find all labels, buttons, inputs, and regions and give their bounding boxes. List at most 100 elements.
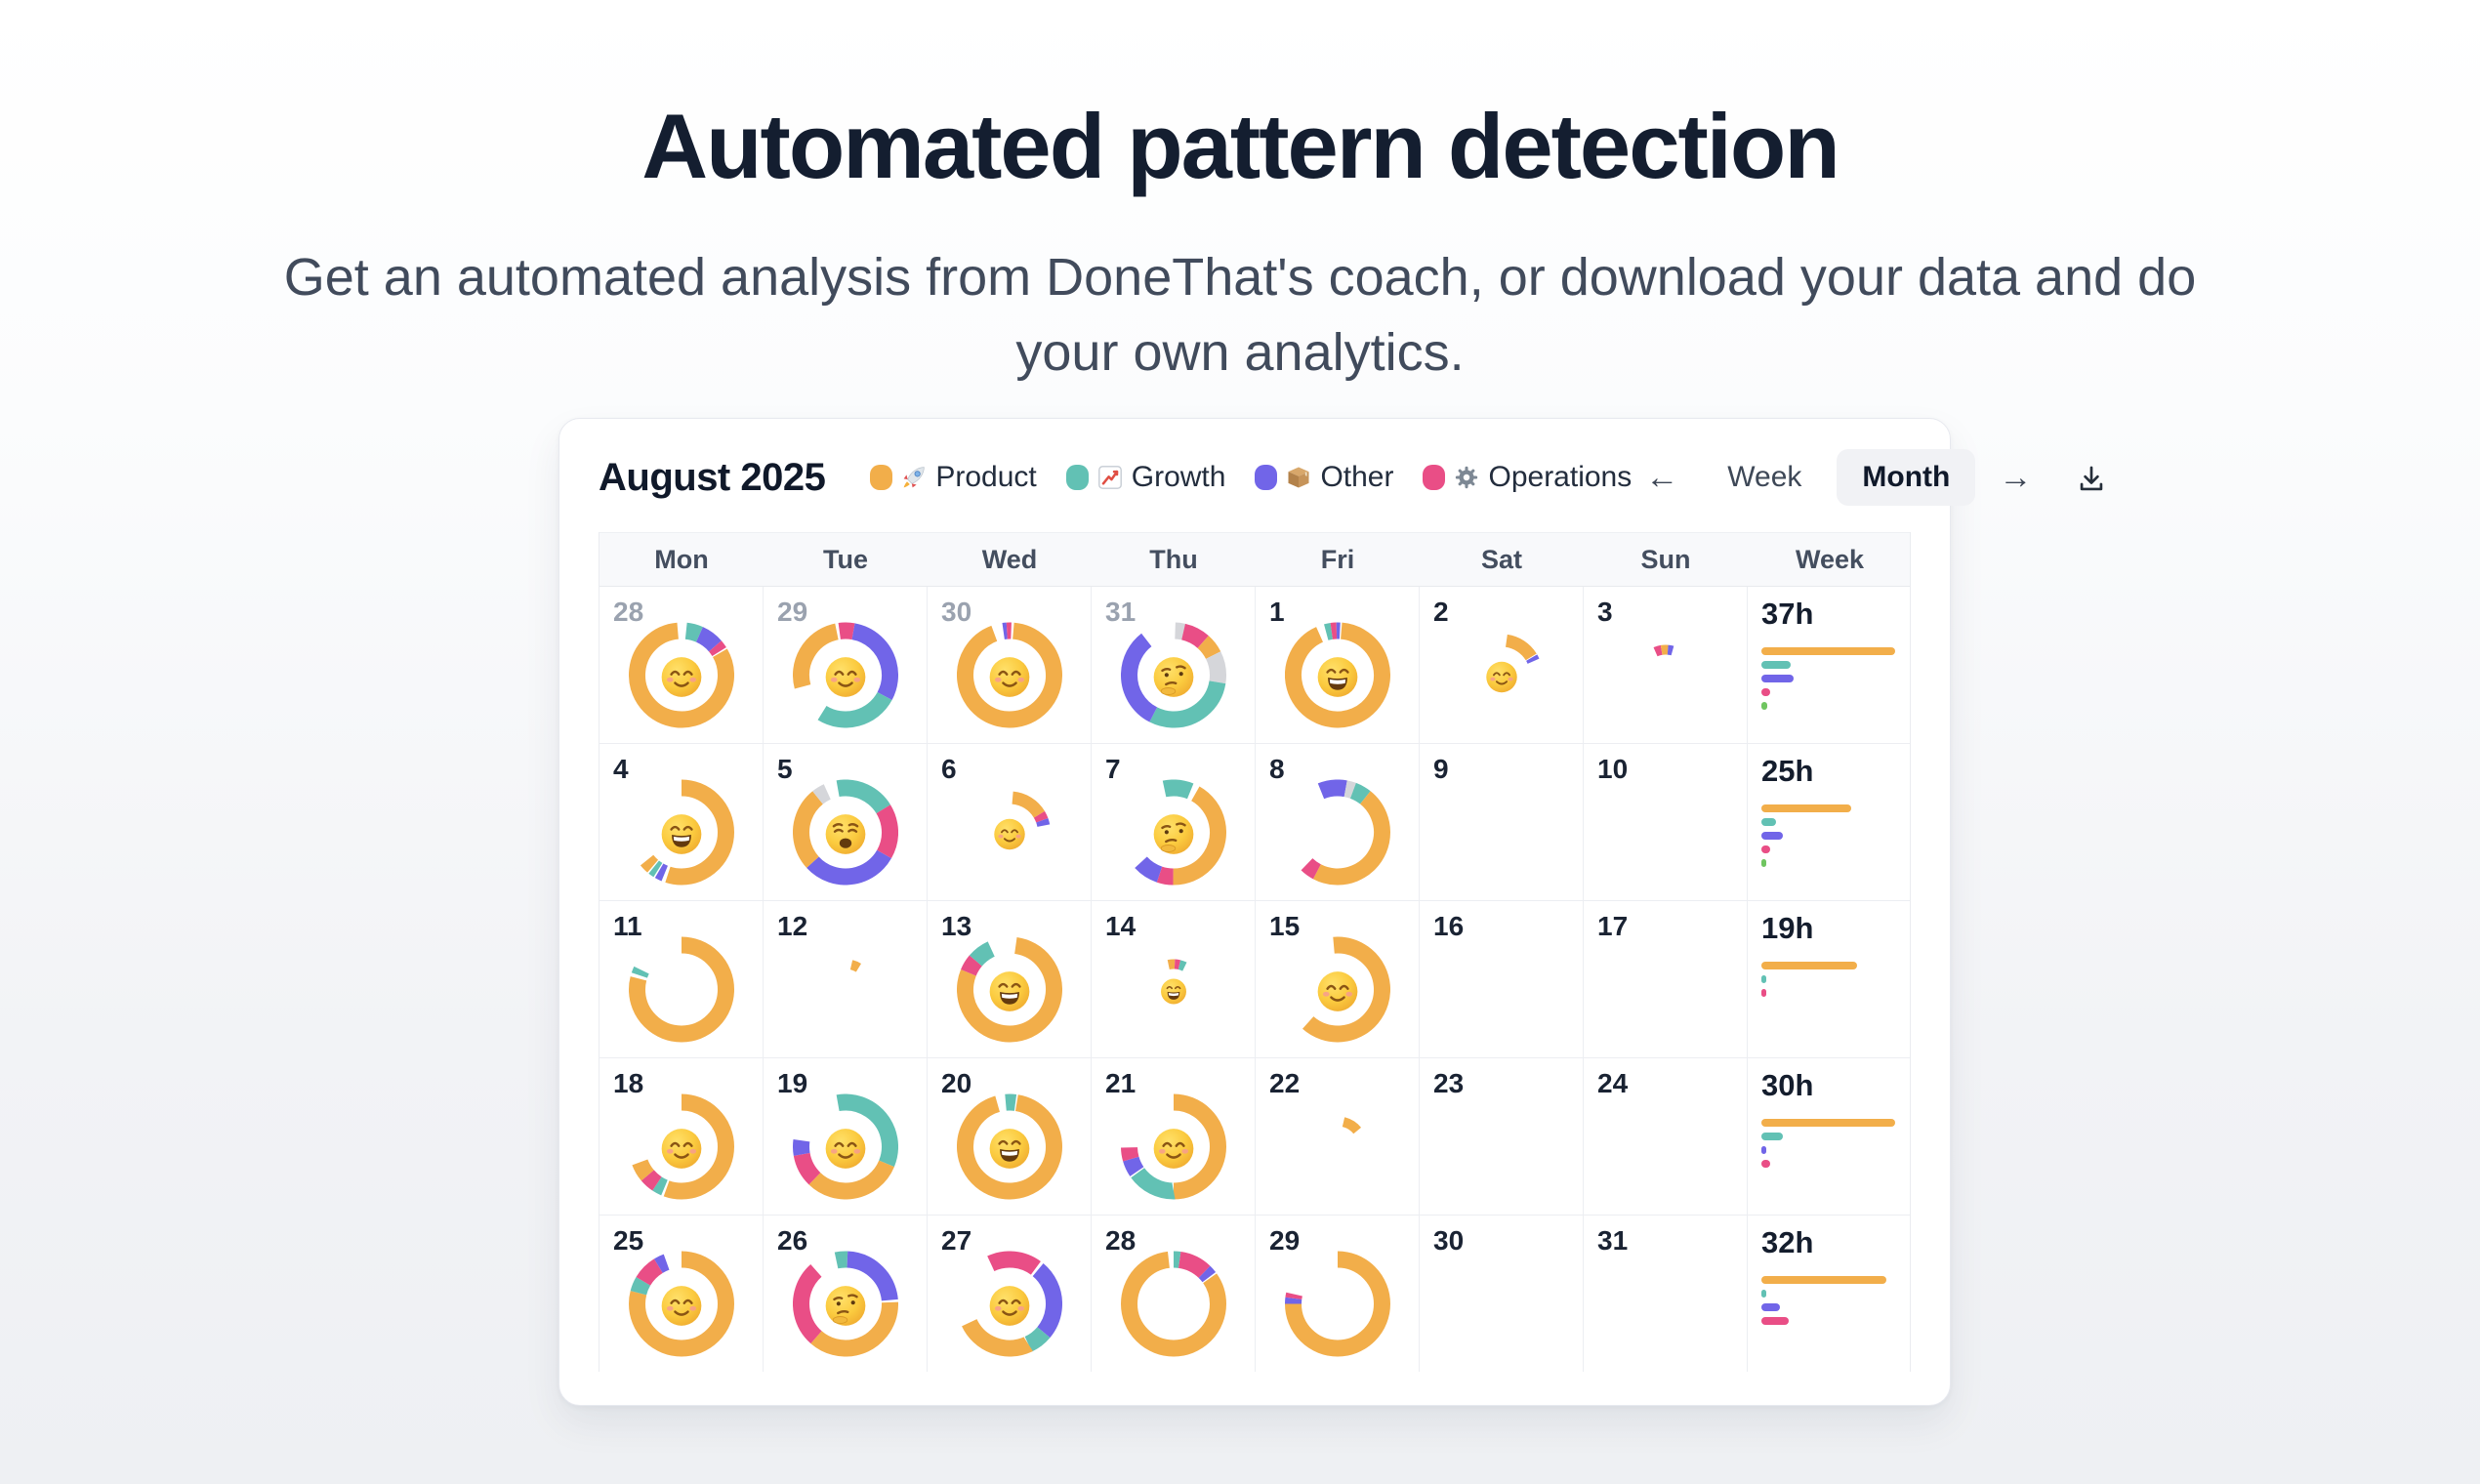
prev-month-button[interactable]: ← [1632,457,1692,498]
calendar-day-cell-14[interactable]: 14 .st{stroke:#8a5514;stroke-width:2.2;f… [1092,901,1256,1057]
legend-item-growth: Growth [1065,461,1225,494]
calendar-day-cell-27[interactable]: 27 .st{stroke:#8a5514;stroke-width:2.2;f… [928,1216,1092,1372]
week-hours-bar-pink [1761,989,1766,997]
relaxed-face-emoji: .st{stroke:#8a5514;stroke-width:2.2;fill… [993,819,1025,850]
calendar-day-cell-18[interactable]: 18 .st{stroke:#8a5514;stroke-width:2.2;f… [599,1058,764,1215]
calendar-week-row: 4 .st{stroke:#8a5514;stroke-width:2.2;fi… [599,744,1910,901]
grin-face-emoji: .st{stroke:#8a5514;stroke-width:2.2;fill… [1317,657,1357,698]
week-category-bars [1761,804,1912,867]
day-donut-chart [628,1093,734,1200]
legend-color-dot [1423,465,1446,490]
week-hours-bar-orange [1761,1276,1886,1284]
calendar-day-cell-16[interactable]: 16 [1420,901,1584,1057]
page-title: Automated pattern detection [641,95,1840,197]
month-view-button[interactable]: Month [1837,449,1976,506]
day-number: 25 [613,1225,644,1256]
grin-face-emoji: .st{stroke:#8a5514;stroke-width:2.2;fill… [1160,978,1186,1005]
week-hours-bar-pink [1761,1160,1770,1168]
week-total-hours: 32h [1761,1225,1814,1259]
calendar-day-cell-30[interactable]: 30 .st{stroke:#8a5514;stroke-width:2.2;f… [928,587,1092,743]
day-activity-donut [628,936,734,1047]
day-donut-chart [1284,622,1390,728]
calendar-day-cell-28[interactable]: 28 [1092,1216,1256,1372]
calendar-day-cell-25[interactable]: 25 .st{stroke:#8a5514;stroke-width:2.2;f… [599,1216,764,1372]
day-header-sun: Sun [1640,544,1691,574]
day-donut-chart [968,791,1051,874]
day-number: 28 [1105,1225,1137,1256]
calendar-day-cell-28[interactable]: 28 .st{stroke:#8a5514;stroke-width:2.2;f… [599,587,764,743]
calendar-day-cell-31[interactable]: 31 .st{stroke:#8a5514;stroke-width:2.2;f… [1092,587,1256,743]
day-donut-chart [1284,779,1390,886]
calendar-day-cell-15[interactable]: 15 .st{stroke:#8a5514;stroke-width:2.2;f… [1256,901,1420,1057]
week-summary-cell[interactable]: 37h [1748,587,1912,743]
day-activity-donut: .st{stroke:#8a5514;stroke-width:2.2;fill… [628,779,734,889]
legend-label: Product [935,461,1037,493]
calendar-day-cell-6[interactable]: 6 .st{stroke:#8a5514;stroke-width:2.2;fi… [928,744,1092,900]
calendar-day-cell-29[interactable]: 29 [1256,1216,1420,1372]
calendar-day-cell-24[interactable]: 24 [1584,1058,1748,1215]
day-activity-donut: .st{stroke:#8a5514;stroke-width:2.2;fill… [792,1251,898,1361]
day-header-tue: Tue [823,544,868,574]
week-summary-cell[interactable]: 25h [1748,744,1912,900]
calendar-day-cell-5[interactable]: 5 .st{stroke:#8a5514;stroke-width:2.2;fi… [764,744,928,900]
calendar-day-cell-19[interactable]: 19 .st{stroke:#8a5514;stroke-width:2.2;f… [764,1058,928,1215]
week-summary-cell[interactable]: 19h [1748,901,1912,1057]
relaxed-face-emoji: .st{stroke:#8a5514;stroke-width:2.2;fill… [825,1129,865,1170]
calendar-day-cell-11[interactable]: 11 [599,901,764,1057]
day-donut-chart [792,1251,898,1357]
day-donut-chart [1120,1251,1226,1357]
calendar-day-cell-12[interactable]: 12 [764,901,928,1057]
week-total-hours: 30h [1761,1068,1814,1102]
day-donut-chart [792,622,898,728]
month-title: August 2025 [599,455,826,499]
day-donut-chart [628,622,734,728]
calendar-day-cell-7[interactable]: 7 .st{stroke:#8a5514;stroke-width:2.2;fi… [1092,744,1256,900]
chart-increasing-icon [1096,464,1124,491]
week-summary-cell[interactable]: 30h [1748,1058,1912,1215]
relaxed-face-emoji: .st{stroke:#8a5514;stroke-width:2.2;fill… [1485,662,1517,693]
day-number: 28 [613,597,644,627]
day-number: 13 [941,911,972,941]
calendar-day-cell-10[interactable]: 10 [1584,744,1748,900]
week-hours-bar-orange [1761,804,1851,812]
calendar-day-cell-17[interactable]: 17 [1584,901,1748,1057]
week-hours-bar-pink [1761,1317,1789,1325]
calendar-day-cell-31[interactable]: 31 [1584,1216,1748,1372]
grin-face-emoji: .st{stroke:#8a5514;stroke-width:2.2;fill… [989,1129,1029,1170]
calendar-day-cell-4[interactable]: 4 .st{stroke:#8a5514;stroke-width:2.2;fi… [599,744,764,900]
week-summary-cell[interactable]: 32h [1748,1216,1912,1372]
calendar-day-cell-26[interactable]: 26 .st{stroke:#8a5514;stroke-width:2.2;f… [764,1216,928,1372]
week-category-bars [1761,1276,1912,1325]
day-activity-donut: .st{stroke:#8a5514;stroke-width:2.2;fill… [1284,936,1390,1047]
day-number: 22 [1269,1068,1301,1098]
calendar-week-row: 28 .st{stroke:#8a5514;stroke-width:2.2;f… [599,587,1910,744]
calendar-day-cell-8[interactable]: 8 [1256,744,1420,900]
day-activity-donut [1120,1251,1226,1361]
calendar-day-cell-1[interactable]: 1 .st{stroke:#8a5514;stroke-width:2.2;fi… [1256,587,1420,743]
calendar-day-cell-20[interactable]: 20 .st{stroke:#8a5514;stroke-width:2.2;f… [928,1058,1092,1215]
calendar-day-cell-23[interactable]: 23 [1420,1058,1584,1215]
legend-color-dot [1065,465,1089,490]
day-activity-donut: .st{stroke:#8a5514;stroke-width:2.2;fill… [792,1093,898,1204]
day-number: 4 [613,754,629,784]
calendar-day-cell-29[interactable]: 29 .st{stroke:#8a5514;stroke-width:2.2;f… [764,587,928,743]
legend-color-dot [870,465,893,490]
week-view-button[interactable]: Week [1702,449,1827,506]
calendar-day-cell-2[interactable]: 2 .st{stroke:#8a5514;stroke-width:2.2;fi… [1420,587,1584,743]
next-month-button[interactable]: → [1985,457,2046,498]
calendar-day-cell-22[interactable]: 22 [1256,1058,1420,1215]
day-donut-chart [1284,1251,1390,1357]
download-button[interactable] [2055,457,2118,499]
day-number: 30 [1433,1225,1465,1256]
day-donut-chart [956,936,1062,1043]
calendar-day-cell-30[interactable]: 30 [1420,1216,1584,1372]
day-donut-chart [1284,936,1390,1043]
calendar-day-cell-3[interactable]: 3 [1584,587,1748,743]
day-number: 18 [613,1068,644,1098]
day-number: 30 [941,597,972,627]
calendar-day-cell-13[interactable]: 13 .st{stroke:#8a5514;stroke-width:2.2;f… [928,901,1092,1057]
calendar-day-cell-9[interactable]: 9 [1420,744,1584,900]
week-hours-bar-orange [1761,962,1857,969]
calendar-day-cell-21[interactable]: 21 .st{stroke:#8a5514;stroke-width:2.2;f… [1092,1058,1256,1215]
